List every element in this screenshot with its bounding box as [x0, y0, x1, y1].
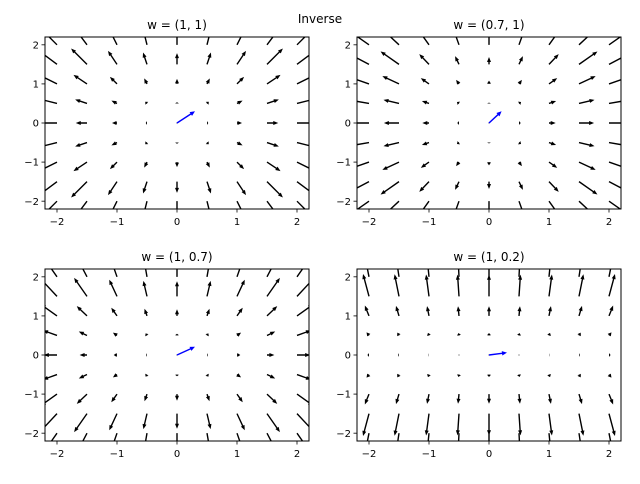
y-tick-label: 0 — [33, 119, 39, 130]
x-tick-label: −1 — [110, 217, 125, 228]
field-arrow — [459, 355, 460, 356]
y-tick-label: −1 — [24, 390, 39, 401]
x-tick-label: 0 — [486, 449, 492, 460]
x-tick-label: 1 — [546, 217, 552, 228]
subplot-title: w = (1, 1) — [147, 18, 207, 32]
y-tick-label: −1 — [336, 390, 351, 401]
y-tick-label: 1 — [345, 312, 351, 323]
x-tick-label: −2 — [50, 449, 65, 460]
y-tick-label: −2 — [24, 197, 39, 208]
y-tick-label: −2 — [336, 197, 351, 208]
y-tick-label: −1 — [24, 158, 39, 169]
subplot-title: w = (0.7, 1) — [453, 18, 524, 32]
x-tick-label: −2 — [362, 449, 377, 460]
x-tick-label: 1 — [234, 449, 240, 460]
y-tick-label: 2 — [345, 272, 351, 283]
y-tick-label: 1 — [345, 80, 351, 91]
x-tick-label: 2 — [606, 449, 612, 460]
y-tick-label: −2 — [336, 429, 351, 440]
field-arrow — [519, 355, 520, 356]
y-tick-label: 1 — [33, 312, 39, 323]
x-tick-label: −1 — [110, 449, 125, 460]
y-tick-label: 2 — [33, 272, 39, 283]
x-tick-label: −2 — [50, 217, 65, 228]
x-tick-label: 1 — [546, 449, 552, 460]
x-tick-label: 0 — [174, 217, 180, 228]
y-tick-label: −1 — [336, 158, 351, 169]
y-tick-label: 0 — [345, 119, 351, 130]
x-tick-label: 2 — [606, 217, 612, 228]
y-tick-label: 2 — [33, 40, 39, 51]
subplot-title: w = (1, 0.7) — [141, 250, 212, 264]
y-tick-label: −2 — [24, 429, 39, 440]
x-tick-label: 1 — [234, 217, 240, 228]
y-tick-label: 0 — [345, 351, 351, 362]
x-tick-label: −2 — [362, 217, 377, 228]
figure-suptitle: Inverse — [298, 12, 342, 26]
x-tick-label: 0 — [486, 217, 492, 228]
x-tick-label: −1 — [422, 217, 437, 228]
y-tick-label: 2 — [345, 40, 351, 51]
x-tick-label: 0 — [174, 449, 180, 460]
y-tick-label: 0 — [33, 351, 39, 362]
x-tick-label: 2 — [294, 449, 300, 460]
y-tick-label: 1 — [33, 80, 39, 91]
x-tick-label: −1 — [422, 449, 437, 460]
subplot-title: w = (1, 0.2) — [453, 250, 524, 264]
x-tick-label: 2 — [294, 217, 300, 228]
